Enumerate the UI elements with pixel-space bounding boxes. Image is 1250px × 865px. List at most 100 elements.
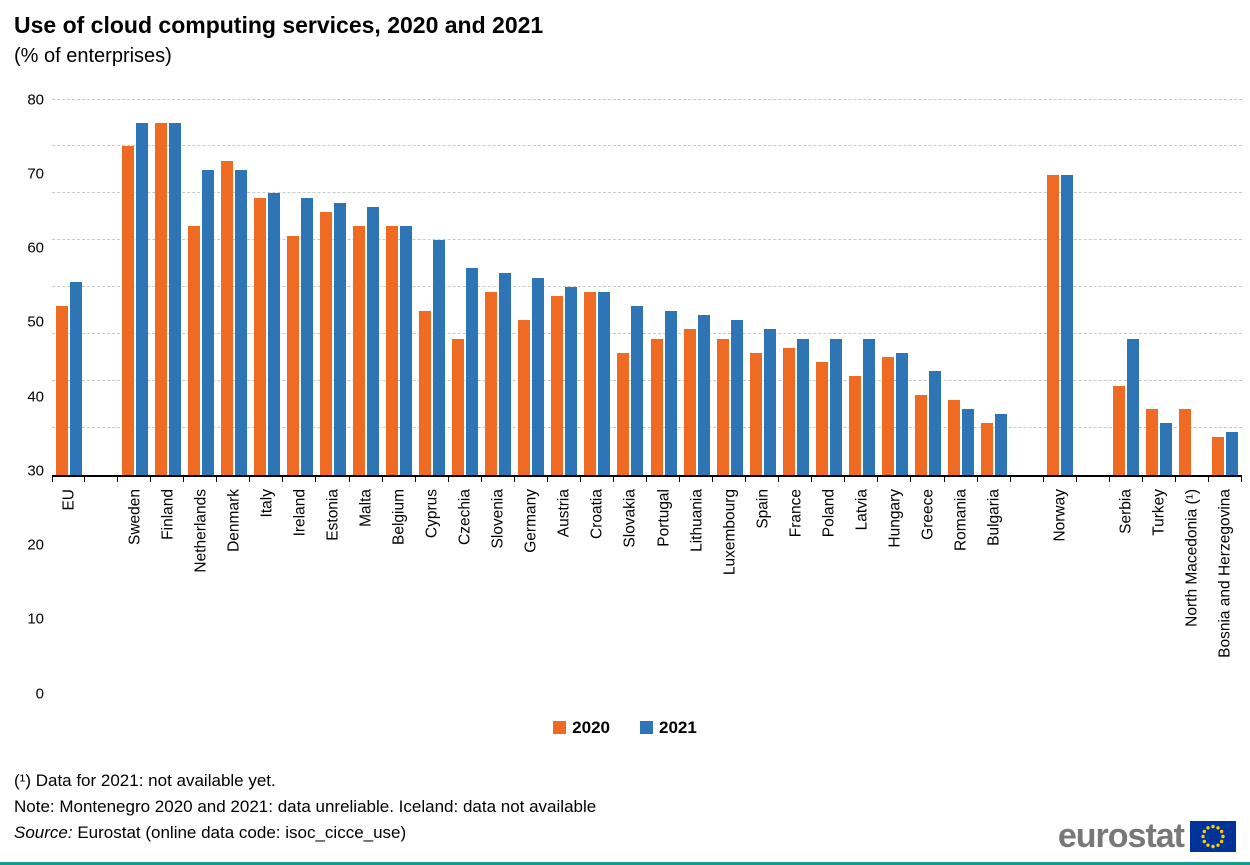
axis-tick xyxy=(151,476,185,482)
bar-group-luxembourg xyxy=(713,100,746,475)
bar-group-romania xyxy=(945,100,978,475)
axis-tick xyxy=(680,476,714,482)
bar-2021 xyxy=(796,338,809,475)
axis-tick xyxy=(416,476,449,482)
bar-group-netherlands xyxy=(184,100,217,475)
y-axis-tick-label: 0 xyxy=(35,685,44,703)
bar-2021 xyxy=(466,268,479,475)
legend-label-2021: 2021 xyxy=(659,717,697,737)
x-axis-label: North Macedonia (¹) xyxy=(1183,488,1201,627)
x-axis-label: Czechia xyxy=(456,488,474,545)
bar-2020 xyxy=(485,291,498,475)
x-axis-label: Hungary xyxy=(886,488,904,548)
gridline-30 xyxy=(52,332,1242,334)
y-axis: 0 10 20 30 40 50 60 70 80 xyxy=(10,92,52,701)
x-label-cell: Austria xyxy=(548,482,581,694)
x-axis-label: Lithuania xyxy=(687,488,705,552)
eurostat-logo: eurostat xyxy=(1058,819,1236,853)
bar-group-eu xyxy=(52,100,85,475)
bar-2021 xyxy=(367,207,380,475)
x-axis-label: Turkey xyxy=(1150,488,1168,536)
legend-swatch-2021 xyxy=(640,721,653,735)
source-label: Source: xyxy=(14,822,73,842)
chart-subtitle: (% of enterprises) xyxy=(14,44,172,67)
bar-2021 xyxy=(1061,174,1074,475)
bar-group-finland xyxy=(151,100,184,475)
bar-group-czechia xyxy=(449,100,482,475)
x-label-cell: Romania xyxy=(945,482,978,694)
bar-2021 xyxy=(333,202,346,475)
y-axis-tick-label: 40 xyxy=(27,388,44,406)
x-axis-labels: EU Sweden Finland Netherlands Denmark Italy Ir… xyxy=(52,482,1242,694)
bar-2021 xyxy=(1160,423,1173,475)
x-label-cell: Lithuania xyxy=(680,482,713,694)
bar-2021 xyxy=(532,277,545,475)
bar-2020 xyxy=(848,376,861,475)
x-label-cell: Latvia xyxy=(845,482,878,694)
x-label-cell: Finland xyxy=(151,482,184,694)
x-label-cell: Belgium xyxy=(383,482,416,694)
bar-2021 xyxy=(1226,432,1239,475)
x-label-cell: Sweden xyxy=(118,482,151,694)
bar-2021 xyxy=(697,315,710,475)
x-label-cell: Hungary xyxy=(878,482,911,694)
bar-2020 xyxy=(154,123,167,475)
bar-group-greece xyxy=(911,100,944,475)
bar-2020 xyxy=(881,357,894,475)
gridline-80 xyxy=(52,98,1242,100)
bar-2021 xyxy=(664,310,677,475)
y-axis-tick-label: 70 xyxy=(27,165,44,183)
bar-2020 xyxy=(319,212,332,475)
x-axis-line xyxy=(52,474,1242,482)
bar-group-hungary xyxy=(878,100,911,475)
gridline-20 xyxy=(52,379,1242,381)
bar-group-malta xyxy=(350,100,383,475)
bar-2021 xyxy=(895,352,908,475)
bar-group-spain xyxy=(746,100,779,475)
bar-2020 xyxy=(1113,385,1126,475)
x-label-cell: Bulgaria xyxy=(978,482,1011,694)
legend-item-2020: 2020 xyxy=(553,718,610,738)
bar-2020 xyxy=(121,146,134,475)
x-label-cell: Norway xyxy=(1044,482,1077,694)
chart-area: 0 10 20 30 40 50 60 70 80 EU Sweden Finland Netherl… xyxy=(10,92,1242,701)
bar-2021 xyxy=(928,371,941,475)
axis-tick xyxy=(482,476,515,482)
bar-2021 xyxy=(962,408,975,475)
bar-group-lithuania xyxy=(680,100,713,475)
bar-group-austria xyxy=(548,100,581,475)
bar-2020 xyxy=(452,338,465,475)
x-axis-label: Serbia xyxy=(1117,488,1135,534)
bar-2021 xyxy=(995,413,1008,475)
x-label-cell: Estonia xyxy=(316,482,349,694)
axis-tick xyxy=(1077,476,1110,482)
x-axis-label: Germany xyxy=(522,488,540,553)
bar-2021 xyxy=(168,123,181,475)
axis-tick xyxy=(713,476,747,482)
bar-group-germany xyxy=(515,100,548,475)
axis-tick xyxy=(845,476,879,482)
bar-2020 xyxy=(220,160,233,475)
x-label-cell: Greece xyxy=(911,482,944,694)
bar-group-ireland xyxy=(283,100,316,475)
bar-2021 xyxy=(300,198,313,475)
axis-tick xyxy=(217,476,251,482)
x-label-cell xyxy=(1011,482,1044,694)
axis-tick xyxy=(1176,476,1209,482)
bar-2020 xyxy=(386,226,399,475)
footnote-1: (¹) Data for 2021: not available yet. xyxy=(14,770,276,790)
bar-2020 xyxy=(187,226,200,475)
y-axis-tick-label: 20 xyxy=(27,536,44,554)
x-label-cell: Slovakia xyxy=(614,482,647,694)
bar-2021 xyxy=(69,282,82,475)
x-axis-label: Portugal xyxy=(654,488,672,547)
bar-group-estonia xyxy=(316,100,349,475)
bar-group-slovenia xyxy=(482,100,515,475)
axis-tick xyxy=(316,476,350,482)
bar-2020 xyxy=(253,198,266,475)
gridline-50 xyxy=(52,239,1242,241)
bar-2020 xyxy=(551,296,564,475)
bar-2020 xyxy=(716,338,729,475)
x-axis-label: Slovakia xyxy=(621,488,639,548)
